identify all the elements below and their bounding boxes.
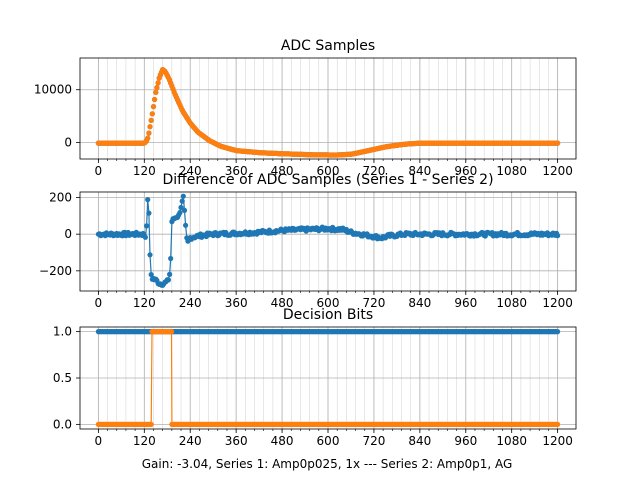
y-ticks: −200 0 200	[39, 191, 80, 278]
data-point	[152, 96, 158, 103]
major-grid	[80, 192, 576, 291]
x-tick-label: 1080	[496, 296, 527, 310]
x-tick-label: 120	[133, 434, 156, 448]
series-1	[95, 329, 561, 335]
plot-area	[95, 67, 561, 158]
data-point	[183, 222, 189, 228]
chart-title: Decision Bits	[283, 307, 373, 323]
x-tick-label: 240	[179, 434, 202, 448]
x-tick-label: 1080	[496, 434, 527, 448]
data-point	[148, 272, 154, 278]
data-point	[555, 421, 561, 427]
data-point	[177, 210, 183, 216]
x-ticks: 0 120 240 360 480 600 720 840 960 1080 1200	[95, 159, 573, 178]
y-tick-label: −200	[39, 264, 72, 278]
x-tick-label: 840	[408, 164, 431, 178]
data-point	[149, 111, 155, 117]
series-1	[95, 193, 561, 288]
data-point	[179, 198, 185, 204]
x-tick-label: 240	[179, 296, 202, 310]
data-point	[555, 140, 561, 146]
y-tick-label: 200	[49, 191, 72, 205]
x-tick-label: 360	[225, 434, 248, 448]
data-point	[150, 104, 157, 110]
data-point	[147, 124, 153, 130]
x-tick-label: 480	[271, 434, 294, 448]
data-point	[146, 130, 152, 136]
series-2	[95, 329, 561, 427]
chart-title: Difference of ADC Samples (Series 1 - Se…	[162, 172, 493, 188]
x-tick-label: 1200	[542, 434, 573, 448]
x-tick-label: 0	[95, 434, 103, 448]
x-tick-label: 840	[408, 296, 431, 310]
series-2	[95, 67, 561, 158]
data-point	[155, 80, 161, 86]
x-tick-label: 600	[317, 164, 340, 178]
x-tick-label: 840	[408, 434, 431, 448]
data-point	[165, 277, 171, 283]
x-ticks: 0 120 240 360 480 600 720 840 960 1080 1200	[95, 429, 573, 448]
data-point	[555, 233, 561, 239]
data-point	[181, 207, 188, 213]
y-tick-label: 10000	[34, 83, 72, 97]
x-ticks: 0 120 240 360 480 600 720 840 960 1080 1200	[95, 291, 573, 310]
x-tick-label: 720	[362, 434, 385, 448]
data-point	[146, 210, 152, 216]
plot-area	[95, 329, 561, 427]
data-point	[144, 223, 150, 229]
x-tick-label: 720	[362, 164, 385, 178]
adc-samples-chart: 0 120 240 360 480 600 720 840 960 1080 1200 0 10000 A…	[34, 38, 577, 178]
data-point	[180, 193, 186, 199]
data-point	[145, 197, 151, 203]
y-tick-label: 0.5	[53, 371, 72, 385]
x-tick-label: 1200	[542, 296, 573, 310]
data-point	[145, 135, 151, 141]
x-tick-label: 480	[271, 296, 294, 310]
major-grid	[80, 327, 576, 429]
x-tick-label: 1080	[496, 164, 527, 178]
y-tick-label: 1.0	[53, 325, 72, 339]
x-tick-label: 960	[454, 296, 477, 310]
difference-chart: 0 120 240 360 480 600 720 840 960 1080 1200 −200 0 20…	[39, 172, 577, 310]
y-ticks: 0.0 0.5 1.0	[53, 325, 80, 431]
x-tick-label: 1200	[542, 164, 573, 178]
plot-area	[95, 193, 561, 288]
x-tick-label: 0	[95, 164, 103, 178]
x-tick-label: 360	[225, 164, 248, 178]
x-axis-label: Gain: -3.04, Series 1: Amp0p025, 1x --- …	[142, 457, 513, 471]
data-point	[178, 204, 184, 211]
y-tick-label: 0	[64, 136, 72, 150]
x-tick-label: 0	[95, 296, 103, 310]
x-tick-label: 120	[133, 296, 156, 310]
x-tick-label: 240	[179, 164, 202, 178]
x-tick-label: 960	[454, 434, 477, 448]
data-point	[148, 117, 154, 123]
y-tick-label: 0.0	[53, 417, 72, 431]
decision-bits-chart: 0 120 240 360 480 600 720 840 960 1080 1200 0.0 0.5 1…	[53, 307, 577, 448]
x-tick-label: 120	[133, 164, 156, 178]
data-point	[168, 329, 175, 335]
x-tick-label: 960	[454, 164, 477, 178]
data-point	[148, 421, 154, 427]
data-point	[153, 89, 159, 95]
y-tick-label: 0	[64, 227, 72, 241]
chart-title: ADC Samples	[281, 38, 375, 54]
x-tick-label: 480	[271, 164, 294, 178]
data-point	[154, 85, 160, 91]
x-tick-label: 360	[225, 296, 248, 310]
x-tick-label: 720	[362, 296, 385, 310]
data-point	[167, 271, 173, 277]
data-point	[142, 234, 148, 240]
data-point	[168, 255, 174, 262]
data-point	[147, 252, 153, 258]
x-tick-label: 600	[317, 434, 340, 448]
data-point	[555, 329, 561, 335]
x-tick-label: 600	[317, 296, 340, 310]
y-ticks: 0 10000	[34, 83, 80, 150]
